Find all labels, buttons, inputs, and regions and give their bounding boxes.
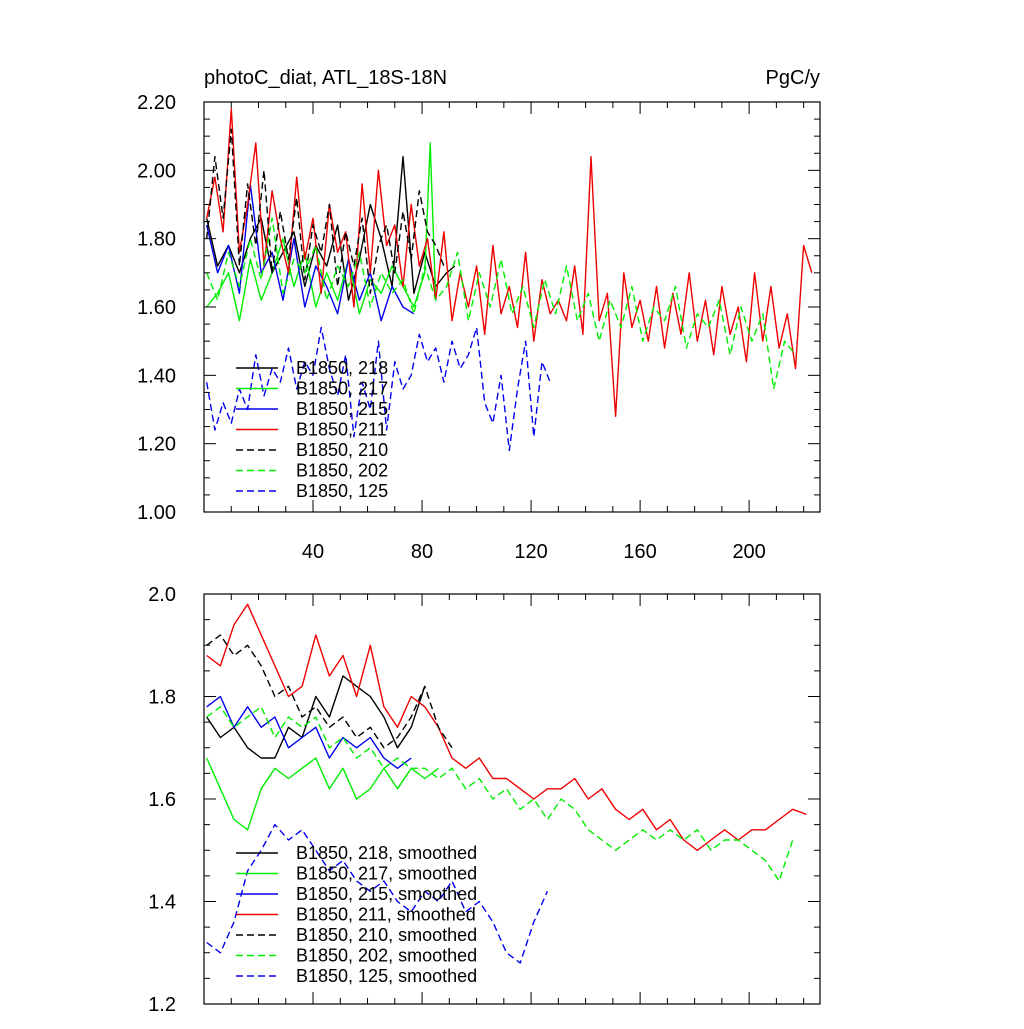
bottom-ytick-label: 1.2	[148, 994, 176, 1016]
bottom-ytick-label: 1.8	[148, 687, 176, 709]
top-ytick-label: 1.00	[137, 502, 176, 524]
bottom-axes: 1.2 1.4 1.6 1.8 2.0	[148, 584, 820, 1016]
top-ytick-label: 1.80	[137, 229, 176, 251]
bottom-ytick-label: 1.6	[148, 789, 176, 811]
bottom-legend-label: B1850, 125, smoothed	[296, 966, 477, 986]
bottom-legend-label: B1850, 202, smoothed	[296, 946, 477, 966]
bottom-series-line-3	[206, 603, 807, 851]
top-xtick-label: 120	[514, 541, 547, 563]
top-legend-label: B1850, 125	[296, 481, 388, 501]
top-series-line-5	[206, 217, 797, 390]
bottom-legend-label: B1850, 211, smoothed	[296, 905, 476, 925]
bottom-series-group	[206, 603, 807, 964]
bottom-series-line-4	[206, 634, 453, 749]
top-xtick-label: 80	[411, 541, 433, 563]
top-ytick-label: 1.60	[137, 297, 176, 319]
bottom-legend-label: B1850, 215, smoothed	[296, 884, 477, 904]
bottom-legend-label: B1850, 210, smoothed	[296, 925, 477, 945]
top-ytick-label: 2.00	[137, 160, 176, 182]
top-series-line-2	[206, 183, 415, 322]
top-series-line-1	[206, 142, 437, 322]
bottom-series-line-2	[206, 695, 412, 769]
top-xtick-label: 40	[302, 541, 324, 563]
top-xtick-label: 160	[623, 541, 656, 563]
bottom-ytick-label: 2.0	[148, 584, 176, 606]
top-series-line-3	[206, 108, 813, 417]
top-legend-label: B1850, 210	[296, 440, 388, 460]
bottom-series-line-6	[206, 823, 549, 964]
top-ytick-label: 1.40	[137, 365, 176, 387]
top-series-line-4	[206, 128, 445, 294]
top-ytick-label: 2.20	[137, 92, 176, 114]
bottom-panel: 1.21.41.61.82.0 B1850, 218, smoothedB185…	[148, 584, 821, 1016]
bottom-series-line-0	[206, 675, 426, 759]
top-legend-label: B1850, 217	[296, 379, 388, 399]
top-legend-label: B1850, 218	[296, 358, 388, 378]
bottom-series-line-1	[206, 757, 439, 831]
top-legend-label: B1850, 211	[296, 420, 387, 440]
bottom-ytick-label: 1.4	[148, 892, 176, 914]
top-series-group	[206, 108, 813, 452]
top-series-line-6	[206, 326, 551, 452]
top-legend-label: B1850, 202	[296, 461, 388, 481]
bottom-legend-label: B1850, 217, smoothed	[296, 864, 477, 884]
top-axes: 1.00 1.20 1.40 1.60 1.80 2.00 2.20 40 80 120 160 20…	[137, 92, 820, 563]
top-xtick-label: 200	[732, 541, 765, 563]
top-ytick-label: 1.20	[137, 434, 176, 456]
top-panel: photoC_diat, ATL_18S-18N PgC/y 1.001.201…	[137, 67, 821, 563]
top-legend-label: B1850, 215	[296, 399, 388, 419]
top-title-right: PgC/y	[766, 67, 820, 89]
bottom-legend-label: B1850, 218, smoothed	[296, 843, 477, 863]
bottom-series-line-5	[206, 706, 794, 882]
top-title-left: photoC_diat, ATL_18S-18N	[204, 67, 447, 89]
